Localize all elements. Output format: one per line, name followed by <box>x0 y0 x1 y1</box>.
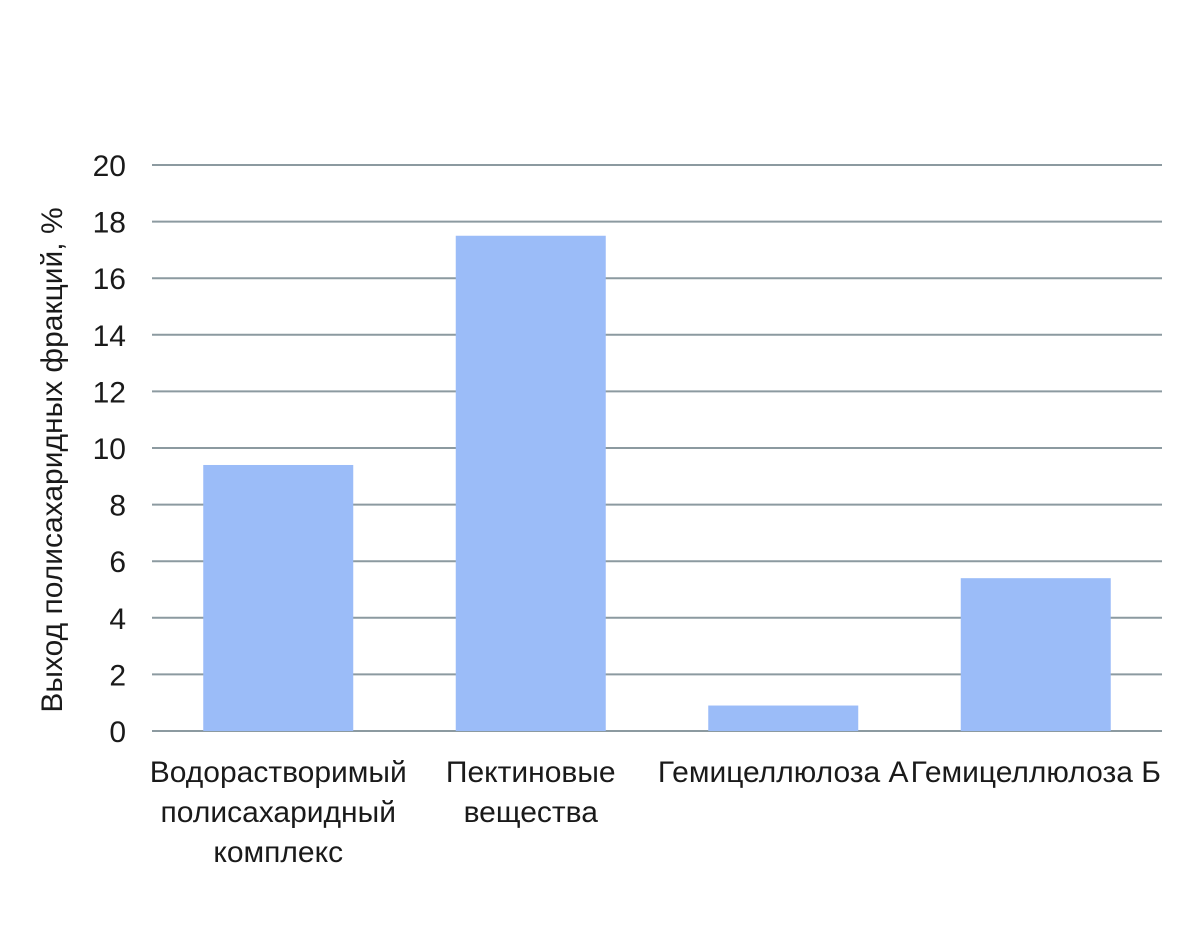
y-tick-labels: 0 2 4 6 8 10 12 14 16 18 20 <box>93 150 126 749</box>
y-tick-label: 18 <box>93 207 126 240</box>
x-category-label-line: Гемицеллюлоза Б <box>911 756 1161 789</box>
y-axis-title: Выход полисахаридных фракций, % <box>36 207 69 712</box>
y-tick-label: 6 <box>109 546 126 579</box>
y-tick-label: 14 <box>93 320 126 353</box>
x-category-labels: Водорастворимый полисахаридный комплекс Пек… <box>150 756 1161 869</box>
y-tick-label: 0 <box>109 716 126 749</box>
x-category-label: Водорастворимый полисахаридный комплекс <box>150 756 407 869</box>
x-category-label: Пектиновые вещества <box>446 756 616 829</box>
y-tick-label: 2 <box>109 659 126 692</box>
bar <box>203 464 354 731</box>
x-category-label-line: Гемицеллюлоза А <box>658 756 909 789</box>
x-category-label-line: Пектиновые <box>446 756 616 789</box>
x-category-label: Гемицеллюлоза А <box>658 756 909 789</box>
bars <box>203 235 1111 731</box>
y-tick-label: 10 <box>93 433 126 466</box>
x-category-label: Гемицеллюлоза Б <box>911 756 1161 789</box>
x-category-label-line: Водорастворимый <box>150 756 407 789</box>
y-tick-label: 8 <box>109 490 126 523</box>
y-tick-label: 20 <box>93 150 126 183</box>
x-category-label-line: вещества <box>464 796 599 829</box>
x-category-label-line: полисахаридный <box>161 796 396 829</box>
bar <box>960 578 1111 731</box>
y-tick-label: 4 <box>109 603 126 636</box>
y-tick-label: 12 <box>93 376 126 409</box>
y-tick-label: 16 <box>93 263 126 296</box>
bar <box>455 235 606 731</box>
bar <box>708 705 859 731</box>
x-category-label-line: комплекс <box>213 836 343 869</box>
